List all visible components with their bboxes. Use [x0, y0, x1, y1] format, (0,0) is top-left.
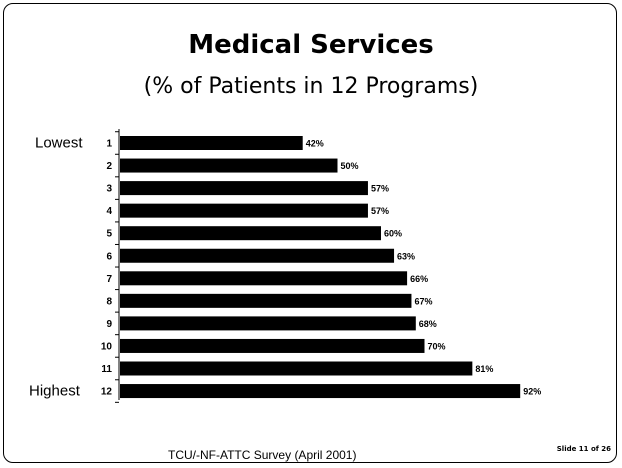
- bar-data-label: 57%: [371, 206, 389, 216]
- bar-data-label: 70%: [428, 341, 446, 351]
- category-tick-label: 2: [106, 161, 112, 172]
- category-tick-label: 10: [101, 341, 113, 352]
- bar-data-label: 67%: [414, 296, 432, 306]
- bar: [120, 226, 381, 241]
- bar: [120, 181, 368, 196]
- slide-subtitle: (% of Patients in 12 Programs): [143, 74, 479, 99]
- bar: [120, 316, 416, 331]
- bar-data-label: 66%: [410, 274, 428, 284]
- bar-data-label: 63%: [397, 251, 415, 261]
- bar: [120, 271, 408, 286]
- bar: [120, 384, 521, 399]
- bar-data-label: 92%: [523, 387, 541, 397]
- lowest-label: Lowest: [35, 135, 83, 152]
- slide-title: Medical Services: [188, 30, 434, 60]
- category-tick-label: 11: [101, 364, 112, 375]
- bar: [120, 361, 473, 376]
- category-tick-label: 1: [106, 139, 112, 150]
- category-tick-label: 7: [106, 274, 112, 285]
- category-tick-label: 3: [106, 184, 112, 195]
- bar-data-label: 42%: [306, 139, 324, 149]
- bar: [120, 293, 412, 308]
- category-tick-label: 5: [106, 229, 112, 240]
- bar: [120, 203, 368, 218]
- bar-data-label: 50%: [341, 161, 359, 171]
- bar: [120, 338, 425, 353]
- category-tick-label: 4: [106, 206, 112, 217]
- bar: [120, 136, 303, 150]
- slide-number: Slide 11 of 26: [556, 445, 611, 453]
- bar-data-label: 68%: [419, 319, 437, 329]
- bar-data-label: 81%: [475, 364, 493, 374]
- category-tick-label: 9: [106, 319, 112, 330]
- bar: [120, 158, 338, 173]
- category-tick-label: 12: [101, 387, 113, 398]
- category-tick-label: 6: [106, 251, 112, 262]
- highest-label: Highest: [29, 383, 81, 400]
- bar-data-label: 60%: [384, 229, 402, 239]
- survey-source-footer: TCU/-NF-ATTC Survey (April 2001): [168, 448, 357, 462]
- category-tick-label: 8: [106, 296, 112, 307]
- bar-data-label: 57%: [371, 184, 389, 194]
- bar: [120, 248, 395, 263]
